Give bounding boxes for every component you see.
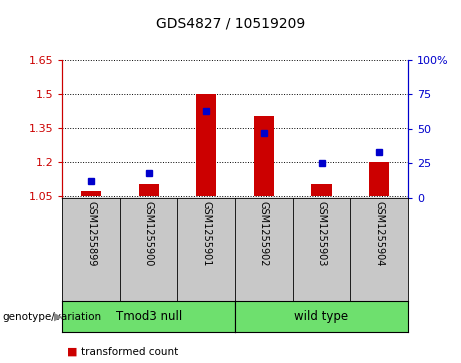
Text: GSM1255900: GSM1255900 <box>144 201 154 266</box>
Bar <box>81 191 101 196</box>
Bar <box>254 117 274 196</box>
Text: ■: ■ <box>67 347 77 357</box>
Text: GSM1255904: GSM1255904 <box>374 201 384 266</box>
Text: wild type: wild type <box>295 310 349 323</box>
Text: transformed count: transformed count <box>81 347 178 357</box>
Bar <box>196 94 216 196</box>
Bar <box>312 184 331 196</box>
Text: GSM1255899: GSM1255899 <box>86 201 96 266</box>
Text: GSM1255901: GSM1255901 <box>201 201 211 266</box>
Text: GSM1255903: GSM1255903 <box>317 201 326 266</box>
Text: GSM1255902: GSM1255902 <box>259 201 269 266</box>
Text: ▶: ▶ <box>54 312 62 322</box>
Bar <box>369 162 389 196</box>
Text: Tmod3 null: Tmod3 null <box>116 310 182 323</box>
Bar <box>139 184 159 196</box>
Text: genotype/variation: genotype/variation <box>2 312 101 322</box>
Text: GDS4827 / 10519209: GDS4827 / 10519209 <box>156 16 305 30</box>
